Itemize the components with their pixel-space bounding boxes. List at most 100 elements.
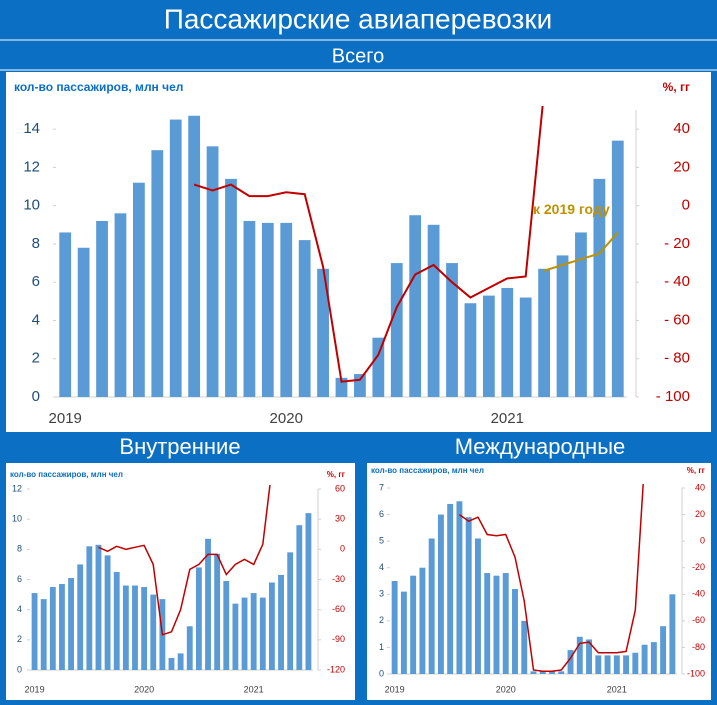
y2-tick-label: - 60 [664,311,690,328]
y-tick-label: 8 [17,544,22,554]
bar [604,655,611,674]
y2-tick-label: - 80 [664,350,690,367]
bar [400,591,407,674]
bar [169,119,182,398]
bar [354,374,366,397]
bar [49,587,56,670]
bar [77,247,90,397]
x-tick-label: 2020 [496,684,516,694]
y2-tick-label: -90 [332,634,345,644]
y-tick-label: 14 [23,120,40,137]
bar [447,503,454,674]
bar [595,655,602,674]
bar [243,220,256,397]
y-tick-label: 12 [12,483,22,493]
bar [150,594,157,670]
bar [268,582,275,670]
bar [40,599,47,670]
bar [296,525,303,670]
y2-tick-label: - 40 [664,273,690,290]
y2-tick-label: 0 [682,197,690,214]
x-tick-label: 2021 [491,410,524,427]
line [193,106,544,383]
bar [446,263,458,397]
bar [501,287,514,397]
bar [261,222,274,397]
bar [104,555,111,670]
bar [278,574,284,670]
bar [632,652,639,674]
bar [660,626,667,674]
y-tick-label: 0 [32,388,40,405]
bar [205,538,211,670]
y-tick-label: 10 [23,197,40,214]
y2-tick-label: -120 [327,664,345,674]
bar [132,585,138,670]
bar [259,597,266,670]
bar [464,303,477,397]
bar [549,671,555,674]
y-tick-label: 2 [17,634,22,644]
y-tick-label: 5 [379,536,384,546]
bar [317,268,329,397]
bar [241,597,248,670]
bar [410,575,417,674]
bar [669,594,676,674]
line [458,484,644,673]
bar [409,215,422,397]
bar [611,140,624,397]
bar [177,653,184,670]
bar [650,642,657,674]
bar [419,567,426,674]
bar [474,538,481,674]
bar [223,581,230,670]
bar [482,295,495,397]
section-title: Международные [455,434,626,459]
bar [593,178,606,397]
bar [575,232,587,397]
bar [96,220,108,397]
y-tick-label: 7 [379,482,384,492]
y2-tick-label: 0 [700,536,705,546]
bar [59,232,72,397]
bar [428,538,435,674]
y2-axis-title: %, гг [663,80,690,94]
bar [68,577,75,670]
x-tick-label: 2020 [134,684,154,694]
bar [567,650,574,674]
bar [586,639,593,674]
bar [298,240,311,397]
bar [287,552,294,670]
x-tick-label: 2021 [244,684,264,694]
y2-tick-label: 40 [673,120,690,137]
bar [390,263,403,397]
y-tick-label: 4 [379,562,384,572]
y-tick-label: 4 [32,311,40,328]
y-tick-label: 1 [379,642,384,652]
bar [530,671,537,674]
y-axis-title: кол-во пассажиров, млн чел [371,466,484,475]
y2-tick-label: - 100 [656,388,690,405]
bar [86,546,93,670]
bar [519,297,532,397]
y-tick-label: 10 [12,514,22,524]
bar [623,655,630,674]
bar [558,671,565,674]
bar [305,513,312,670]
y2-tick-label: 20 [673,158,690,175]
line [98,485,271,636]
bar [576,636,583,674]
bar [456,501,463,674]
bar [122,585,129,670]
bar [556,255,569,397]
bar [512,588,518,674]
bar [188,115,201,398]
y-tick-label: 4 [17,604,22,614]
y2-tick-label: 20 [695,509,705,519]
bar [141,587,148,670]
y2-tick-label: -60 [332,604,345,614]
bar [186,626,193,670]
bar [538,268,551,397]
bar [493,575,500,674]
